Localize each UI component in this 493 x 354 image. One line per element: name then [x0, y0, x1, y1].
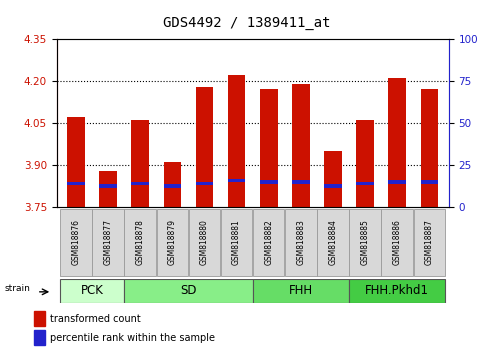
Bar	[349, 279, 445, 303]
Text: GSM818883: GSM818883	[296, 219, 305, 266]
Bar	[292, 180, 310, 184]
Text: FHH: FHH	[289, 284, 313, 297]
Bar	[324, 184, 342, 188]
Bar	[317, 209, 349, 276]
Bar	[67, 182, 85, 185]
Bar	[421, 90, 438, 207]
Bar	[196, 182, 213, 185]
Bar	[99, 184, 117, 188]
Bar	[132, 182, 149, 185]
Bar	[356, 182, 374, 185]
Bar	[253, 209, 284, 276]
Bar	[421, 180, 438, 184]
Text: percentile rank within the sample: percentile rank within the sample	[50, 333, 214, 343]
Text: GSM818879: GSM818879	[168, 219, 177, 266]
Bar	[99, 171, 117, 207]
Bar	[228, 75, 246, 207]
Bar	[60, 279, 124, 303]
Text: GSM818882: GSM818882	[264, 219, 273, 266]
Text: FHH.Pkhd1: FHH.Pkhd1	[365, 284, 429, 297]
Text: GSM818886: GSM818886	[393, 219, 402, 266]
Bar	[260, 180, 278, 184]
Bar	[92, 209, 124, 276]
Bar	[164, 184, 181, 188]
Bar	[260, 90, 278, 207]
Bar	[132, 120, 149, 207]
Text: strain: strain	[4, 284, 31, 293]
Bar	[164, 162, 181, 207]
Bar	[350, 209, 381, 276]
Bar	[324, 151, 342, 207]
Text: GSM818877: GSM818877	[104, 219, 112, 266]
Text: PCK: PCK	[80, 284, 104, 297]
Text: transformed count: transformed count	[50, 314, 141, 324]
Bar	[292, 84, 310, 207]
Bar	[253, 279, 349, 303]
Bar	[34, 330, 45, 346]
Bar	[388, 180, 406, 184]
Bar	[414, 209, 445, 276]
Bar	[356, 120, 374, 207]
Text: GSM818878: GSM818878	[136, 219, 145, 266]
Text: SD: SD	[180, 284, 197, 297]
Text: GDS4492 / 1389411_at: GDS4492 / 1389411_at	[163, 16, 330, 30]
Text: GSM818881: GSM818881	[232, 219, 241, 266]
Text: GSM818876: GSM818876	[71, 219, 80, 266]
Bar	[221, 209, 252, 276]
Bar	[285, 209, 317, 276]
Text: GSM818885: GSM818885	[360, 219, 370, 266]
Bar	[34, 311, 45, 326]
Bar	[157, 209, 188, 276]
Bar	[382, 209, 413, 276]
Bar	[189, 209, 220, 276]
Bar	[67, 118, 85, 207]
Text: GSM818884: GSM818884	[328, 219, 338, 266]
Bar	[388, 78, 406, 207]
Bar	[124, 209, 156, 276]
Bar	[124, 279, 253, 303]
Bar	[228, 179, 246, 182]
Text: GSM818887: GSM818887	[425, 219, 434, 266]
Bar	[196, 87, 213, 207]
Text: GSM818880: GSM818880	[200, 219, 209, 266]
Bar	[60, 209, 92, 276]
